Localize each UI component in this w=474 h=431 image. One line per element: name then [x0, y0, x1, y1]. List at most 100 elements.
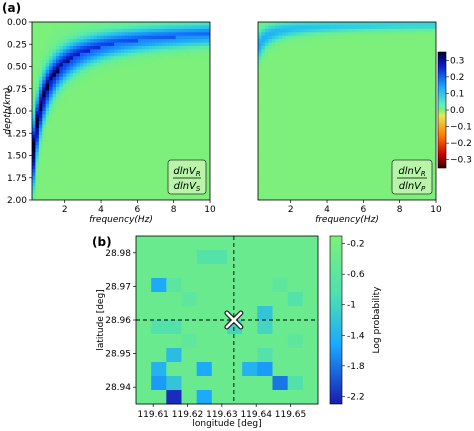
heatmap-cell — [199, 111, 204, 115]
heatmap-cell — [117, 141, 122, 146]
heatmap-cell — [151, 90, 156, 95]
heatmap-cell — [323, 141, 327, 146]
heatmap-cell — [264, 87, 269, 91]
heatmap-cell — [73, 117, 77, 122]
heatmap-cell — [384, 45, 389, 50]
heatmap-cell — [172, 111, 177, 115]
heatmap-cell — [295, 97, 300, 102]
heatmap-cell — [388, 104, 392, 109]
heatmap-cell — [206, 32, 210, 37]
heatmap-cell — [288, 69, 293, 74]
heatmap-cell — [121, 59, 125, 64]
heatmap-cell — [206, 138, 210, 143]
heatmap-cell — [97, 176, 101, 180]
heatmap-cell — [381, 117, 386, 122]
heatmap-cell — [336, 186, 341, 191]
heatmap-cell — [158, 32, 163, 37]
heatmap-cell — [52, 63, 57, 67]
heatmap-cell — [377, 39, 382, 44]
heatmap-cell — [186, 100, 190, 105]
heatmap-cell — [69, 63, 74, 67]
heatmap-cell — [302, 117, 307, 122]
heatmap-cell — [134, 162, 139, 167]
heatmap-cell — [323, 189, 327, 194]
heatmap-cell — [100, 189, 105, 194]
heatmap-cell — [93, 117, 98, 122]
heatmap-cell — [172, 83, 177, 88]
heatmap-cell — [45, 93, 50, 98]
heatmap-cell — [285, 117, 290, 122]
heatmap-cell — [285, 32, 290, 37]
heatmap-cell — [69, 148, 74, 153]
heatmap-cell — [340, 56, 345, 61]
heatmap-cell — [388, 100, 392, 105]
heatmap-cell — [319, 196, 324, 200]
heatmap-cell — [55, 117, 60, 122]
heatmap-cell — [384, 155, 389, 160]
heatmap-cell — [127, 39, 132, 44]
heatmap-cell — [381, 90, 386, 95]
heatmap-cell — [388, 196, 392, 200]
heatmap-cell — [134, 182, 139, 187]
heatmap-cell — [326, 32, 331, 37]
heatmap-cell — [49, 93, 54, 98]
heatmap-cell — [364, 169, 369, 174]
heatmap-cell — [319, 45, 324, 50]
heatmap-cell — [49, 152, 54, 156]
heatmap-cell — [271, 145, 276, 150]
heatmap-cell — [336, 83, 341, 88]
heatmap-cell — [59, 189, 64, 194]
heatmap-cell — [360, 121, 365, 126]
heatmap-cell — [295, 196, 300, 200]
heatmap-cell — [329, 28, 334, 33]
heatmap-cell — [117, 28, 122, 33]
heatmap-cell — [258, 90, 262, 95]
heatmap-cell — [42, 155, 47, 160]
heatmap-cell — [357, 90, 362, 95]
heatmap-cell — [182, 25, 187, 30]
heatmap-cell — [288, 134, 293, 139]
heatmap-cell — [52, 117, 57, 122]
heatmap-cell — [144, 80, 149, 85]
heatmap-cell — [268, 45, 273, 50]
heatmap-cell — [86, 66, 91, 71]
heatmap-cell — [370, 25, 375, 30]
heatmap-cell — [127, 90, 132, 95]
heatmap-cell — [302, 63, 307, 67]
heatmap-cell — [144, 87, 149, 91]
heatmap-cell — [261, 45, 266, 50]
heatmap-cell — [151, 128, 156, 133]
heatmap-cell — [405, 52, 410, 57]
heatmap-cell — [264, 45, 269, 50]
heatmap-cell — [268, 52, 273, 57]
heatmap-cell — [66, 114, 71, 119]
heatmap-cell — [168, 52, 173, 57]
heatmap-cell — [305, 100, 310, 105]
heatmap-cell — [179, 152, 184, 156]
heatmap-cell — [271, 63, 276, 67]
heatmap-cell — [278, 145, 283, 150]
heatmap-cell — [347, 186, 351, 191]
heatmap-cell — [144, 42, 149, 47]
heatmap-cell — [107, 121, 112, 126]
heatmap-cell — [350, 145, 355, 150]
heatmap-cell — [151, 39, 156, 44]
heatmap-cell — [114, 162, 119, 167]
heatmap-cell — [45, 45, 50, 50]
heatmap-cell — [55, 128, 60, 133]
heatmap-cell — [117, 35, 122, 40]
heatmap-cell — [86, 22, 91, 26]
heatmap-cell — [182, 69, 187, 74]
heatmap-cell — [309, 63, 314, 67]
heatmap-cell — [189, 63, 194, 67]
heatmap-cell — [175, 134, 180, 139]
heatmap-cell — [192, 117, 197, 122]
heatmap-cell — [186, 152, 190, 156]
heatmap-cell — [172, 25, 177, 30]
heatmap-cell — [360, 66, 365, 71]
heatmap-cell — [110, 35, 115, 40]
heatmap-cell — [367, 169, 372, 174]
heatmap-cell — [388, 25, 392, 30]
heatmap-cell — [131, 165, 136, 170]
heatmap-cell — [107, 155, 112, 160]
